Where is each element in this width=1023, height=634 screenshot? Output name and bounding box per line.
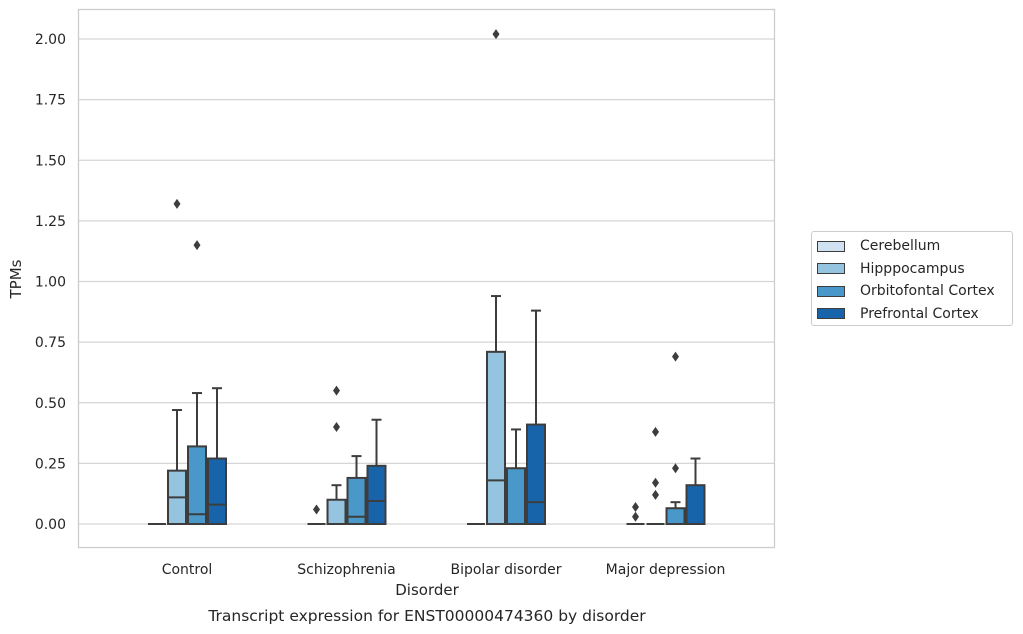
legend-label: Prefrontal Cortex [860, 305, 979, 322]
outlier-point [173, 198, 181, 209]
legend-label: Cerebellum [860, 238, 941, 254]
series-hipppocampus [167, 29, 665, 526]
outlier-point [333, 385, 340, 396]
outlier-point [652, 426, 659, 437]
outlier-point [672, 351, 679, 362]
legend-label: Hipppocampus [860, 260, 965, 277]
gridlines [78, 38, 775, 525]
box-plot [307, 504, 326, 525]
box-plot [506, 428, 526, 526]
y-tick-label: 2.00 [35, 32, 66, 48]
box-plot [346, 455, 367, 525]
box-iqr [366, 464, 387, 525]
series-cerebellum [148, 502, 645, 525]
legend-item: Cerebellum [817, 237, 940, 255]
box-iqr [326, 498, 347, 525]
box-iqr [346, 476, 367, 525]
outlier-point [492, 29, 500, 40]
x-axis-label: Disorder [395, 581, 459, 599]
y-tick-label: 0.25 [35, 456, 66, 472]
box-plot [526, 309, 546, 526]
legend-item: Hipppocampus [817, 260, 965, 278]
box-plot [646, 426, 665, 525]
x-tick-label: Schizophrenia [297, 562, 395, 578]
box-iqr [207, 457, 227, 525]
y-tick-label: 0.00 [35, 517, 66, 533]
box-iqr [665, 507, 686, 525]
x-tick-label: Major depression [606, 562, 726, 578]
y-tick-label: 1.50 [35, 153, 66, 169]
y-tick-label: 1.25 [35, 214, 66, 230]
box-plot [626, 502, 645, 525]
outlier-point [333, 422, 340, 432]
y-tick-label: 0.75 [35, 335, 66, 351]
box-plot [326, 385, 347, 525]
outlier-point [652, 477, 659, 488]
box-plot [187, 240, 207, 525]
box-iqr [526, 423, 546, 526]
legend: Cerebellum Hipppocampus Orbitofontal Corte… [811, 231, 1013, 326]
series-orbitofontal-cortex [187, 240, 686, 526]
series-prefrontal-cortex [207, 309, 706, 526]
box-series [148, 29, 706, 526]
plot-area-frame [77, 8, 776, 549]
box-plot [486, 29, 506, 526]
legend-swatch [817, 263, 845, 274]
box-iqr [506, 467, 526, 526]
y-tick-label: 0.50 [35, 396, 66, 412]
y-tick-label: 1.00 [35, 275, 66, 291]
outlier-point [632, 511, 639, 522]
box-iqr [187, 445, 207, 525]
box-plot [665, 351, 686, 525]
legend-swatch [817, 308, 845, 319]
box-plot [366, 418, 387, 525]
box-plot [207, 387, 227, 525]
box-iqr [486, 350, 506, 526]
box-iqr [685, 484, 706, 526]
box-plot [167, 198, 187, 525]
x-tick-label: Bipolar disorder [450, 562, 561, 578]
legend-label: Orbitofontal Cortex [860, 283, 995, 299]
outlier-point [652, 489, 659, 500]
y-tick-label: 1.75 [35, 93, 66, 109]
chart-title: Transcript expression for ENST0000047436… [207, 607, 646, 625]
y-axis-ticks: 0.00 0.25 0.50 0.75 1.00 1.25 1.50 1.75 2.00 [35, 32, 66, 533]
y-axis-label: TPMs [7, 259, 25, 299]
outlier-point [193, 240, 201, 251]
x-axis-ticks: Control Schizophrenia Bipolar disorder Majo… [162, 562, 726, 578]
box-plot [685, 457, 706, 526]
legend-swatch [817, 285, 845, 297]
outlier-point [632, 502, 639, 513]
outlier-point [672, 463, 679, 474]
legend-item: Orbitofontal Cortex [817, 282, 995, 300]
x-tick-label: Control [162, 562, 213, 578]
legend-item: Prefrontal Cortex [817, 305, 979, 323]
legend-swatch [817, 240, 845, 252]
outlier-point [313, 504, 320, 515]
